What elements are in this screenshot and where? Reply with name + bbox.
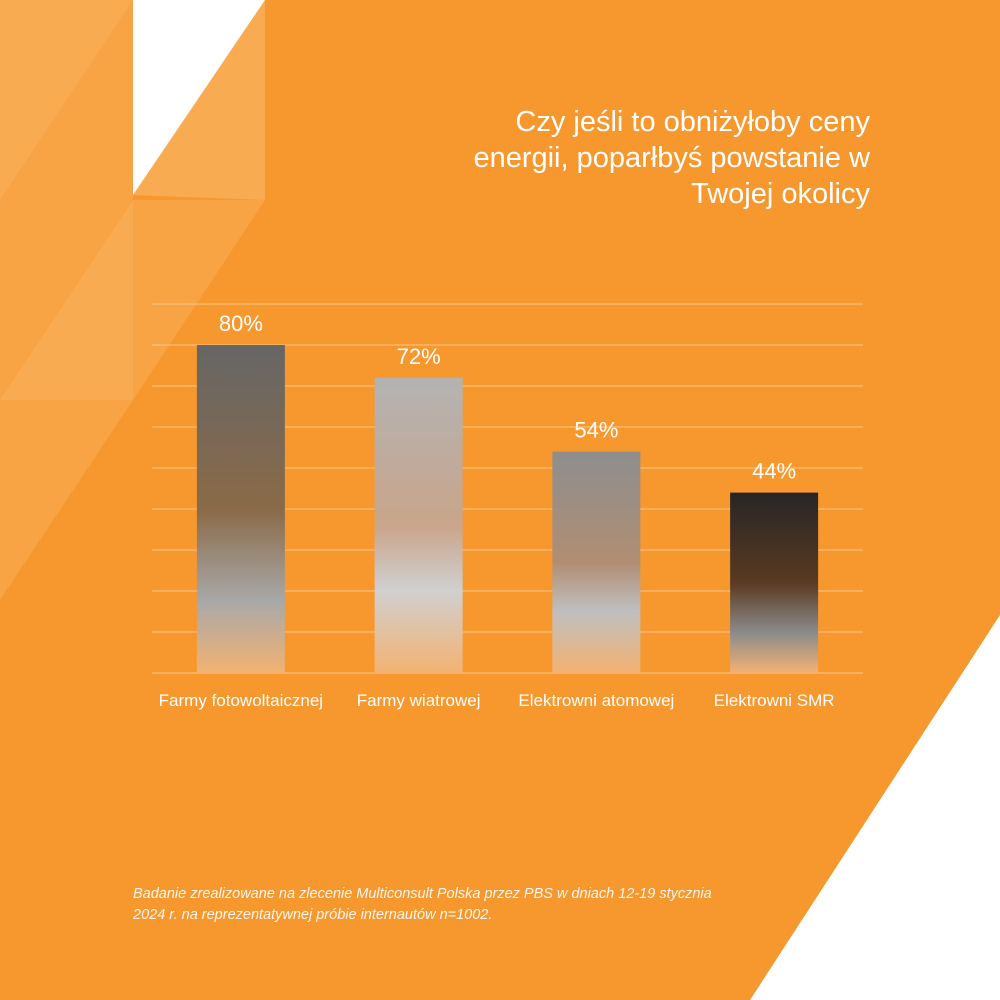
bar (730, 492, 819, 673)
x-tick-label: Farmy wiatrowej (356, 691, 481, 710)
bar (374, 377, 463, 673)
value-label: 72% (397, 344, 441, 369)
value-label: 54% (574, 418, 618, 443)
value-label: 44% (752, 459, 796, 484)
bar (196, 345, 285, 673)
x-tick-label: Elektrowni SMR (713, 691, 835, 710)
value-label: 80% (219, 311, 263, 336)
bar (552, 451, 641, 673)
x-tick-label: Farmy fotowoltaicznej (158, 691, 324, 710)
footnote: Badanie zrealizowane na zlecenie Multico… (133, 886, 712, 923)
x-tick-label: Elektrowni atomowej (518, 691, 675, 710)
chart-title: Czy jeśli to obniżyłoby ceny energii, po… (473, 106, 870, 210)
